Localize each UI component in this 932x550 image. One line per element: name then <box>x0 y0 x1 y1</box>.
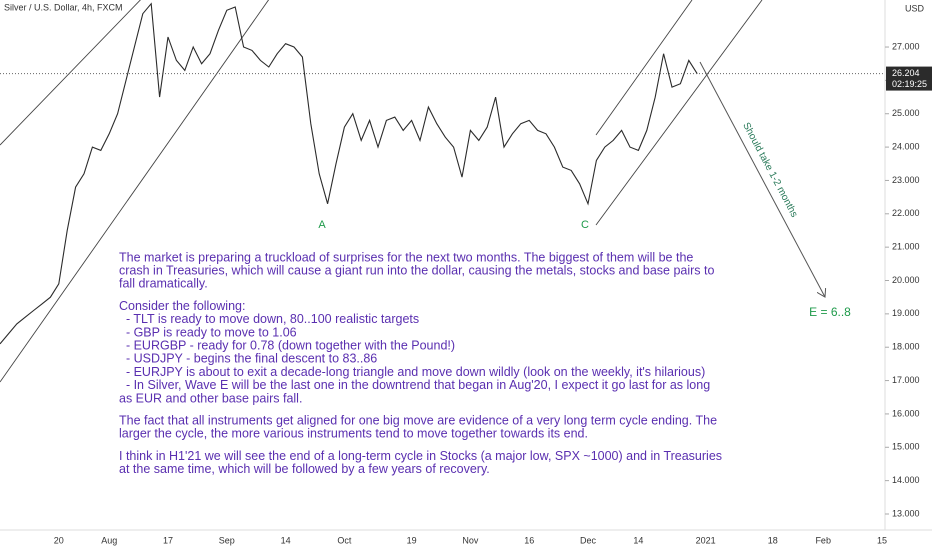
note-line: at the same time, which will be followed… <box>119 462 490 476</box>
note-line: - USDJPY - begins the final descent to 8… <box>119 352 377 366</box>
y-tick-label: 27.000 <box>892 41 920 51</box>
y-tick-label: 13.000 <box>892 508 920 518</box>
channel-line <box>595 0 693 136</box>
note-line: - In Silver, Wave E will be the last one… <box>119 378 710 392</box>
channel-line <box>595 0 763 226</box>
last-price: 26.204 <box>892 68 920 78</box>
x-tick-label: Dec <box>580 535 597 545</box>
note-line: larger the cycle, the more various instr… <box>119 427 588 441</box>
y-tick-label: 22.000 <box>892 208 920 218</box>
x-tick-label: Feb <box>815 535 831 545</box>
x-tick-label: 19 <box>407 535 417 545</box>
target-label: E = 6..8 <box>809 305 851 319</box>
note-line: fall dramatically. <box>119 277 208 291</box>
channel-line <box>0 0 270 383</box>
y-tick-label: 15.000 <box>892 442 920 452</box>
x-tick-label: Oct <box>337 535 352 545</box>
y-tick-label: 20.000 <box>892 275 920 285</box>
symbol-title: Silver / U.S. Dollar, 4h, FXCM <box>4 2 123 12</box>
wave-label: C <box>581 219 589 231</box>
x-tick-label: 14 <box>633 535 643 545</box>
note-line: - GBP is ready to move to 1.06 <box>119 325 297 339</box>
channels <box>0 0 763 383</box>
note-line: I think in H1'21 we will see the end of … <box>119 449 722 463</box>
note-line: - EURGBP - ready for 0.78 (down together… <box>119 338 455 352</box>
y-tick-label: 16.000 <box>892 408 920 418</box>
y-tick-label: 21.000 <box>892 242 920 252</box>
x-tick-label: 17 <box>163 535 173 545</box>
x-tick-label: 14 <box>281 535 291 545</box>
x-tick-label: Aug <box>101 535 117 545</box>
note-line: The market is preparing a truckload of s… <box>119 250 693 264</box>
note-line: Consider the following: <box>119 299 245 313</box>
price-line <box>0 2 698 345</box>
note-line: as EUR and other base pairs fall. <box>119 391 302 405</box>
note-line: - EURJPY is about to exit a decade-long … <box>119 365 705 379</box>
y-tick-label: 17.000 <box>892 375 920 385</box>
note-line: crash in Treasuries, which will cause a … <box>119 263 714 277</box>
x-tick-label: 16 <box>524 535 534 545</box>
y-tick-label: 24.000 <box>892 141 920 151</box>
forecast-arrow <box>699 61 825 297</box>
x-tick-label: Nov <box>462 535 479 545</box>
y-tick-label: 19.000 <box>892 308 920 318</box>
x-tick-label: Sep <box>219 535 235 545</box>
currency: USD <box>905 3 925 13</box>
y-tick-label: 25.000 <box>892 108 920 118</box>
x-tick-label: 20 <box>54 535 64 545</box>
x-tick-label: 2021 <box>696 535 716 545</box>
note-line: - TLT is ready to move down, 80..100 rea… <box>119 312 419 326</box>
y-tick-label: 18.000 <box>892 342 920 352</box>
note-line: The fact that all instruments get aligne… <box>119 413 717 427</box>
y-tick-label: 14.000 <box>892 475 920 485</box>
channel-line <box>0 0 141 146</box>
wave-label: A <box>318 219 326 231</box>
last-price-box <box>886 66 932 91</box>
y-tick-label: 23.000 <box>892 175 920 185</box>
note: The market is preparing a truckload of s… <box>119 250 722 476</box>
x-tick-label: 15 <box>877 535 887 545</box>
x-tick-label: 18 <box>768 535 778 545</box>
countdown: 02:19:25 <box>892 79 927 89</box>
